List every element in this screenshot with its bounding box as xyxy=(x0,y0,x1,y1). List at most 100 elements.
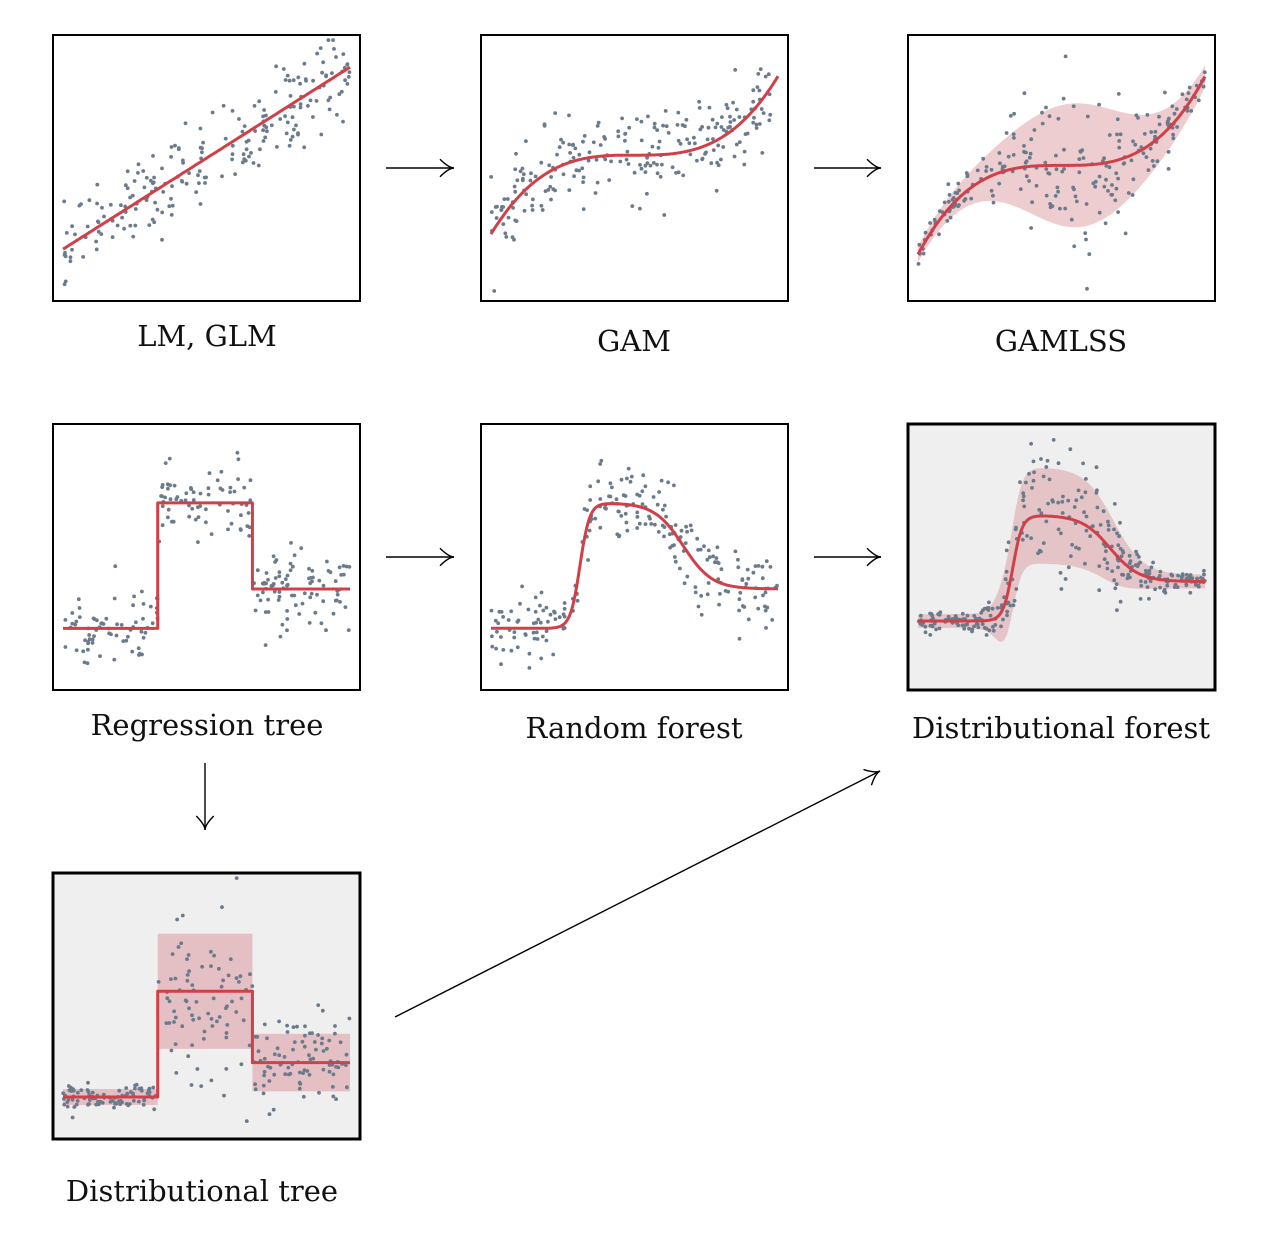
data-point xyxy=(315,592,319,597)
data-point xyxy=(143,630,148,635)
data-point xyxy=(161,190,166,194)
data-point xyxy=(183,498,188,503)
data-point xyxy=(72,1105,77,1109)
data-point xyxy=(333,579,338,583)
data-point xyxy=(151,154,155,158)
data-point xyxy=(674,171,678,175)
data-point xyxy=(230,152,235,157)
data-point xyxy=(225,1023,230,1027)
data-point xyxy=(1179,575,1184,579)
data-point xyxy=(561,626,566,631)
data-point xyxy=(306,104,310,108)
data-point xyxy=(66,1098,71,1102)
data-point xyxy=(142,185,147,190)
data-point xyxy=(296,75,301,80)
data-point xyxy=(552,609,556,614)
data-point xyxy=(1174,107,1179,111)
data-point xyxy=(190,506,195,511)
data-point xyxy=(1022,144,1026,148)
panel-background xyxy=(908,35,1215,301)
data-point xyxy=(625,149,630,154)
data-point xyxy=(185,978,190,983)
data-point xyxy=(284,131,289,136)
data-point xyxy=(204,520,208,525)
data-point xyxy=(302,145,307,150)
data-point xyxy=(557,615,562,620)
data-point xyxy=(74,1102,79,1107)
data-point xyxy=(514,151,518,156)
data-point xyxy=(326,569,331,573)
data-point xyxy=(1029,226,1033,230)
data-point xyxy=(169,977,173,981)
data-point xyxy=(719,157,723,162)
data-point xyxy=(70,224,74,229)
data-point xyxy=(262,1022,267,1027)
data-point xyxy=(1149,565,1154,570)
data-point xyxy=(160,523,165,528)
panel-frame xyxy=(480,34,789,302)
data-point xyxy=(333,1031,337,1036)
data-point xyxy=(331,1085,335,1089)
data-point xyxy=(645,191,649,196)
data-point xyxy=(346,628,351,632)
data-point xyxy=(169,196,173,201)
data-point xyxy=(300,1039,305,1044)
data-point xyxy=(1062,167,1066,171)
data-point xyxy=(1060,499,1065,504)
data-point xyxy=(504,235,509,239)
data-point xyxy=(1166,167,1171,171)
data-point xyxy=(285,1023,289,1028)
data-point xyxy=(921,251,926,256)
data-point xyxy=(619,514,624,518)
data-point xyxy=(230,143,235,148)
data-point xyxy=(549,175,553,179)
panel-background xyxy=(481,424,788,690)
data-point xyxy=(649,522,654,526)
data-point xyxy=(341,572,346,577)
data-point xyxy=(86,647,90,652)
data-point xyxy=(303,1024,307,1029)
data-point xyxy=(970,627,975,632)
data-point xyxy=(524,139,528,144)
data-point xyxy=(203,181,207,185)
data-point xyxy=(271,554,276,559)
data-point xyxy=(175,917,180,922)
data-point xyxy=(502,197,507,202)
data-point xyxy=(244,1119,249,1123)
data-point xyxy=(1084,237,1088,242)
data-point xyxy=(160,485,165,489)
data-point xyxy=(643,163,648,168)
data-point xyxy=(637,521,642,526)
data-point xyxy=(261,1083,266,1088)
data-point xyxy=(275,145,279,149)
data-point xyxy=(166,486,170,491)
data-point xyxy=(166,515,170,520)
data-point xyxy=(115,622,119,627)
data-point xyxy=(740,578,745,582)
data-point xyxy=(715,121,720,126)
data-point xyxy=(501,205,506,209)
data-point xyxy=(1056,461,1061,466)
data-point xyxy=(632,170,637,175)
data-point xyxy=(1056,116,1061,121)
data-point xyxy=(587,150,592,155)
data-point xyxy=(651,161,656,165)
data-point xyxy=(163,495,168,500)
data-point xyxy=(201,140,206,145)
data-point xyxy=(1126,191,1131,195)
data-point xyxy=(180,913,185,918)
data-point xyxy=(1172,111,1177,116)
data-point xyxy=(124,1086,129,1090)
data-point xyxy=(255,568,260,573)
data-point xyxy=(195,1067,200,1071)
data-point xyxy=(711,554,715,559)
data-point xyxy=(726,589,731,594)
data-point xyxy=(137,1099,141,1104)
data-point xyxy=(1084,514,1089,519)
data-point xyxy=(719,125,724,129)
data-point xyxy=(1084,202,1089,206)
data-point xyxy=(262,1073,266,1078)
data-point xyxy=(95,201,99,206)
data-point xyxy=(512,184,517,189)
data-point xyxy=(197,169,202,174)
